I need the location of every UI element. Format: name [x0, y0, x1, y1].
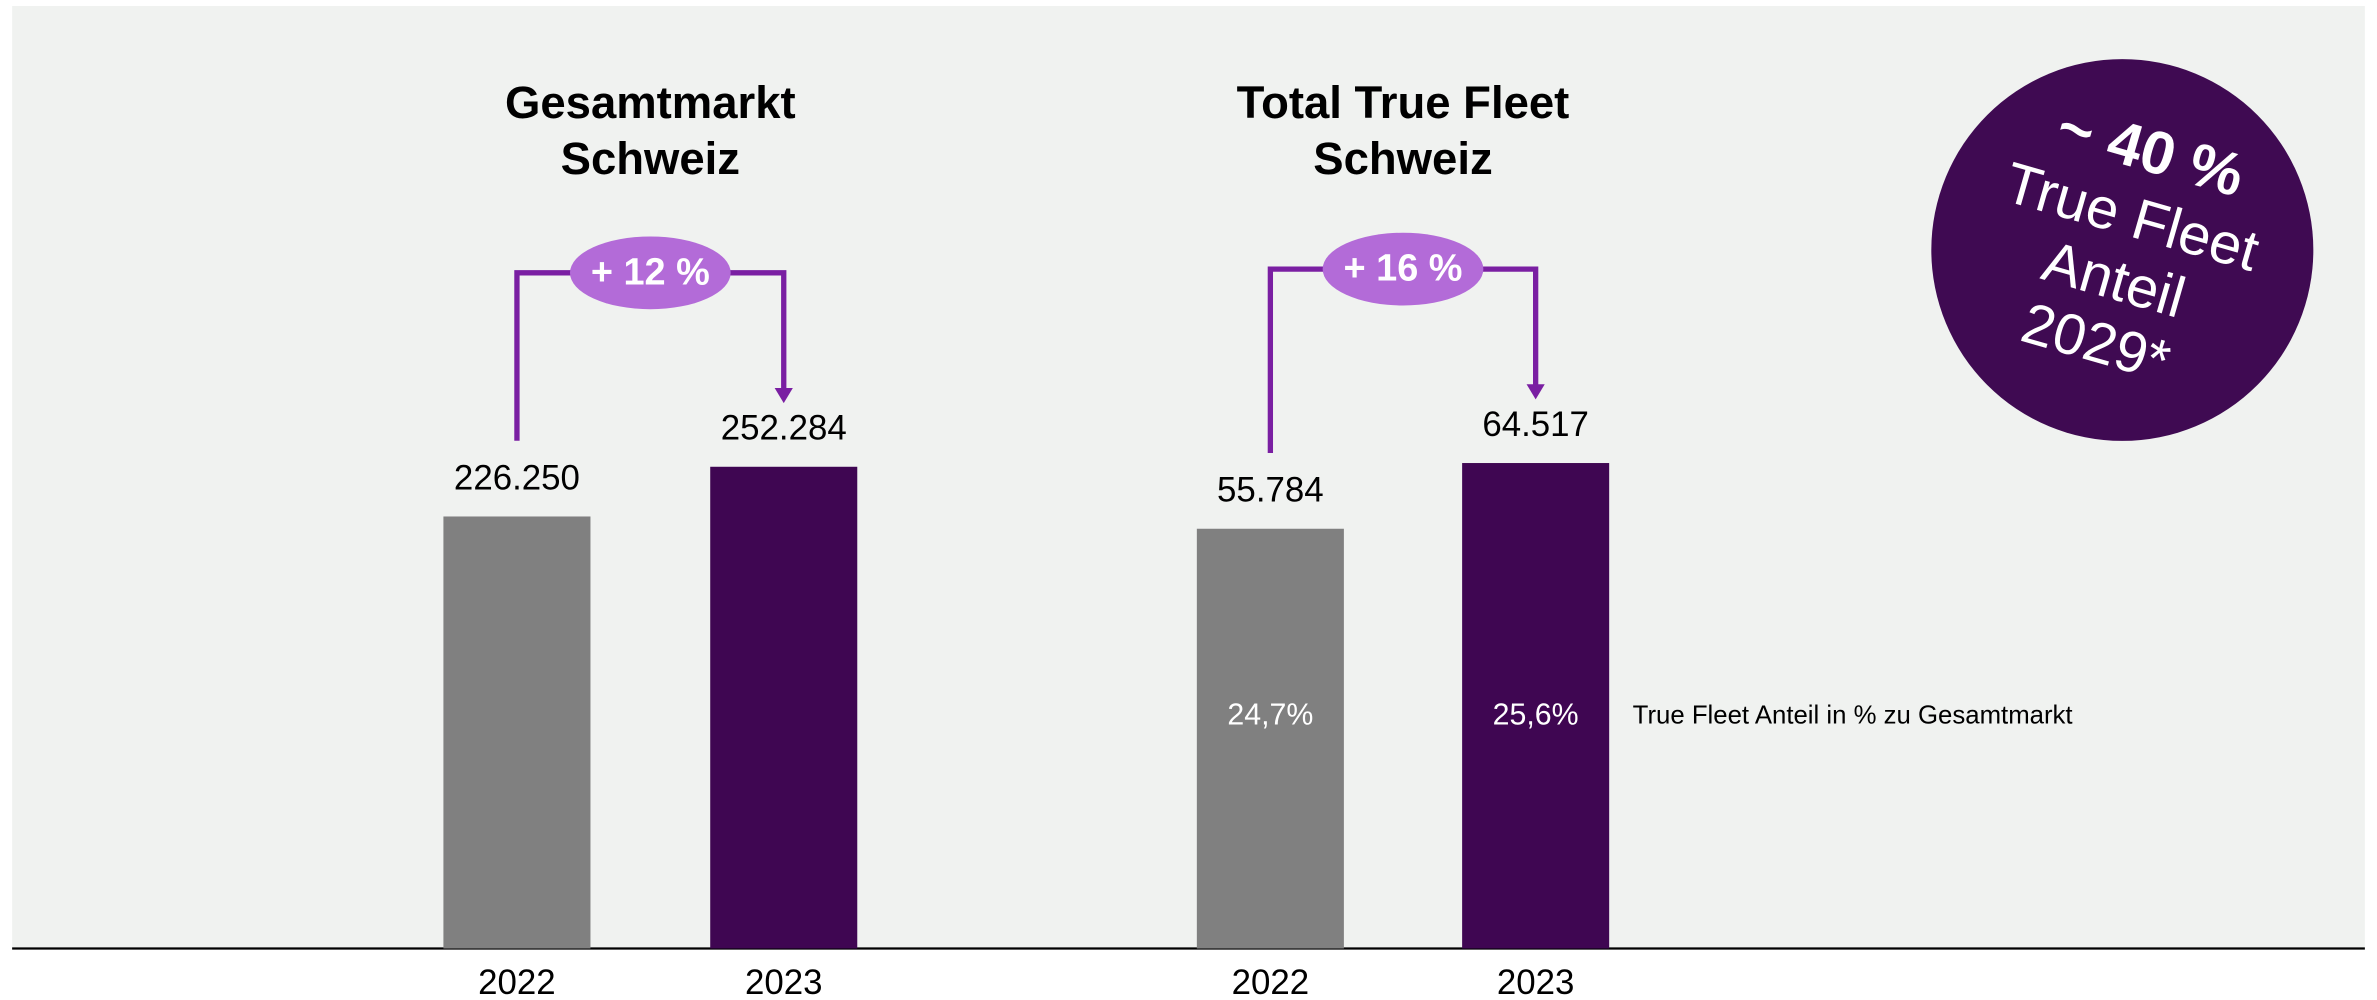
change-bubble: [1322, 232, 1484, 306]
bar: [1462, 463, 1610, 949]
arrow-head: [774, 387, 793, 404]
chart-title: Total True Fleet: [1237, 77, 1570, 128]
chart-title: Schweiz: [561, 133, 740, 184]
value-label: 55.784: [1217, 471, 1324, 510]
value-label: 252.284: [721, 409, 847, 448]
change-bubble: [569, 236, 731, 310]
value-label: 226.250: [454, 458, 580, 497]
bar: [443, 516, 591, 949]
badge: ~ 40 % True Fleet Anteil 2029*: [1931, 59, 2314, 441]
x-tick-label: 2022: [478, 963, 556, 1000]
chart-title: Schweiz: [1313, 133, 1492, 184]
chart-title: Gesamtmarkt: [505, 77, 796, 128]
arrow-head: [1526, 384, 1545, 400]
value-label: 64.517: [1482, 405, 1589, 444]
x-tick-label: 2022: [1232, 963, 1310, 1000]
badge-circle: [1931, 59, 2314, 441]
x-tick-label: 2023: [1497, 963, 1575, 1000]
share-label: 24,7%: [1227, 699, 1313, 732]
share-label: 25,6%: [1493, 699, 1579, 732]
x-tick-label: 2023: [745, 963, 823, 1000]
bar: [710, 466, 858, 949]
change-label: + 12 %: [591, 251, 710, 293]
bar: [1196, 528, 1344, 949]
note: True Fleet Anteil in % zu Gesamtmarkt: [1633, 701, 2073, 729]
change-label: + 16 %: [1343, 248, 1462, 290]
